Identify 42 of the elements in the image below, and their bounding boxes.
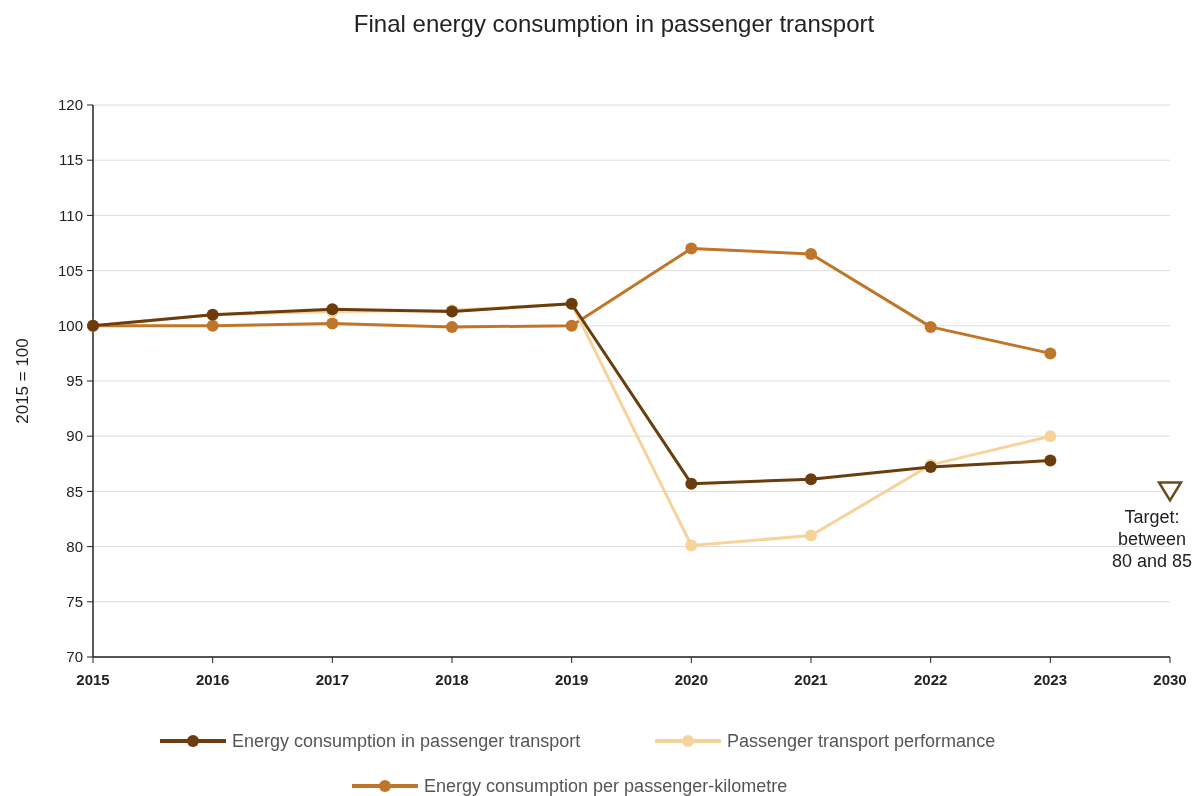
y-tick-label: 105 xyxy=(57,261,83,279)
y-tick-label: 75 xyxy=(66,593,83,611)
x-tick-label: 2018 xyxy=(435,671,469,688)
x-tick-label: 2023 xyxy=(1033,671,1068,688)
y-axis-title: 2015 = 100 xyxy=(13,338,32,424)
y-tick-label: 90 xyxy=(66,427,83,445)
point xyxy=(685,477,698,490)
y-tick-label: 70 xyxy=(66,648,83,666)
point xyxy=(805,473,817,486)
chart-title: Final energy consumption in passenger transport xyxy=(353,10,875,37)
point xyxy=(685,539,698,552)
y-tick-label: 85 xyxy=(66,482,83,500)
legend-label: Energy consumption in passenger transport xyxy=(232,731,581,752)
point xyxy=(924,320,937,333)
point xyxy=(206,319,219,332)
y-tick-label: 80 xyxy=(66,537,83,555)
y-tick-label: 115 xyxy=(59,151,83,169)
point xyxy=(1044,454,1057,467)
x-tick-label: 2017 xyxy=(315,671,350,688)
x-tick-label: 2016 xyxy=(195,671,230,688)
point xyxy=(805,529,817,542)
x-tick-label: 2015 xyxy=(76,671,110,688)
x-tick-label: 2020 xyxy=(674,671,709,688)
point xyxy=(1157,481,1183,502)
x-tick-label: 2030 xyxy=(1153,671,1187,688)
x-tick-label: 2019 xyxy=(554,671,589,688)
y-tick-label: 110 xyxy=(59,206,83,224)
y-tick-label: 95 xyxy=(66,372,83,390)
point xyxy=(446,320,458,333)
y-tick-label: 100 xyxy=(57,317,83,335)
x-tick-label: 2022 xyxy=(913,671,948,688)
annotation: Target: between 80 and 85 xyxy=(1111,507,1193,572)
point xyxy=(1044,347,1057,360)
point xyxy=(1044,430,1057,443)
point xyxy=(685,242,698,255)
point xyxy=(565,319,578,332)
x-tick-label: 2021 xyxy=(794,671,828,688)
legend-label: Energy consumption per passenger-kilometre xyxy=(424,776,788,796)
point xyxy=(326,317,339,330)
legend-label: Passenger transport performance xyxy=(727,731,996,752)
y-tick-label: 120 xyxy=(57,96,83,114)
point xyxy=(805,248,817,261)
